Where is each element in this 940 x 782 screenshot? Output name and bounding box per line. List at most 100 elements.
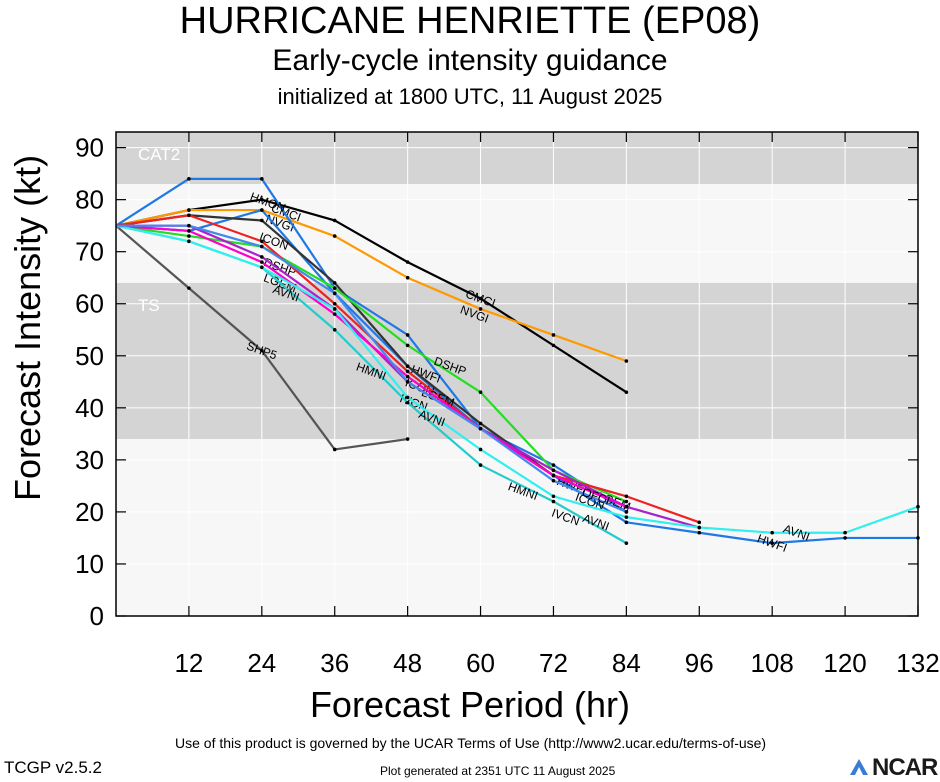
series-point-hwfi — [843, 536, 847, 540]
y-tick-label: 40 — [75, 393, 104, 423]
series-point-cmci — [405, 260, 410, 264]
series-point-nvgi — [478, 307, 483, 311]
series-point-avni — [187, 239, 191, 244]
series-point-hmon — [405, 333, 410, 337]
y-tick-label: 20 — [75, 497, 104, 527]
x-tick-label: 132 — [896, 648, 939, 678]
series-point-spc3 — [551, 473, 556, 478]
series-point-hmon — [551, 463, 556, 467]
series-point-avni — [478, 447, 483, 452]
band-below-ts — [116, 439, 918, 616]
series-point-ofci — [405, 380, 410, 384]
series-point-hwfi — [770, 541, 774, 545]
series-point-hmni — [551, 499, 556, 504]
series-line-spc3 — [115, 224, 627, 508]
x-tick-label: 84 — [612, 648, 641, 678]
series-point-nvgi — [551, 333, 556, 337]
series-point-lgem — [624, 494, 629, 499]
series-point-ofci — [332, 291, 337, 296]
series-point-icon — [260, 218, 264, 223]
band-cat2 — [116, 132, 918, 185]
series-point-hmon — [260, 177, 264, 181]
series-point-dshp — [332, 286, 337, 290]
series-point-icon — [478, 421, 483, 426]
series-point-ofci — [551, 478, 556, 483]
series-point-avni — [843, 530, 847, 535]
series-point-cmci — [551, 343, 556, 348]
series-line-hmon — [115, 177, 627, 513]
terms-of-use-note: Use of this product is governed by the U… — [175, 735, 767, 751]
x-tick-label: 72 — [539, 648, 568, 678]
series-point-cmci — [478, 296, 483, 301]
series-point-dshp — [478, 390, 483, 395]
series-point-spc3 — [187, 229, 191, 233]
generated-timestamp: Plot generated at 2351 UTC 11 August 202… — [380, 764, 616, 778]
y-tick-label: 80 — [75, 185, 104, 215]
series-point-spc3 — [332, 312, 337, 316]
series-line-nvgi — [115, 208, 627, 363]
y-tick-label: 0 — [90, 601, 104, 631]
x-axis-label: Forecast Period (hr) — [309, 684, 631, 725]
x-tick-label: 48 — [393, 648, 422, 678]
series-point-avni — [697, 525, 702, 530]
series-point-hwfi — [697, 530, 702, 535]
version-label: TCGP v2.5.2 — [4, 758, 102, 777]
series-point-ivcn — [260, 255, 264, 259]
series-point-nvgi — [187, 208, 191, 212]
series-point-spc3 — [260, 260, 264, 264]
chart-subtitle: Early-cycle intensity guidance — [272, 44, 668, 77]
band-cat1 — [116, 184, 918, 283]
series-point-avni — [260, 265, 264, 270]
series-point-avni — [332, 307, 337, 311]
series-point-hwfi — [624, 520, 629, 525]
band-label-ts: TS — [138, 296, 160, 315]
chart-title: HURRICANE HENRIETTE (EP08) — [179, 0, 761, 42]
x-tick-label: 60 — [466, 648, 495, 678]
series-point-icon — [405, 364, 410, 368]
series-point-avni — [405, 395, 410, 400]
ncar-logo-mark-icon — [850, 759, 868, 775]
series-point-hmon — [187, 177, 191, 181]
series-point-lgem — [260, 239, 264, 244]
series-point-hmni — [405, 400, 410, 405]
series-point-dshp — [405, 343, 410, 348]
chart-initialized-time: initialized at 1800 UTC, 11 August 2025 — [277, 84, 663, 109]
y-tick-label: 90 — [75, 133, 104, 163]
series-point-hmni — [624, 541, 629, 545]
series-point-dshp — [187, 234, 191, 238]
x-tick-label: 12 — [174, 648, 203, 678]
x-tick-label: 108 — [750, 648, 793, 678]
y-axis-label: Forecast Intensity (kt) — [7, 154, 48, 501]
series-point-shp5 — [187, 286, 191, 290]
band-label-cat2: CAT2 — [138, 145, 180, 164]
series-point-lgem — [405, 369, 410, 374]
series-point-nvgi — [405, 275, 410, 280]
series-point-ivcn — [551, 468, 556, 473]
ncar-logo: NCAR — [848, 754, 940, 781]
y-tick-label: 50 — [75, 341, 104, 371]
x-tick-label: 96 — [685, 648, 714, 678]
series-point-shp5 — [260, 348, 264, 353]
series-point-ofci — [624, 510, 629, 514]
x-tick-label: 24 — [247, 648, 276, 678]
y-tick-label: 60 — [75, 289, 104, 319]
series-point-avni — [770, 530, 774, 535]
series-point-lgem — [187, 213, 191, 218]
series-point-avni — [551, 494, 556, 499]
series-line-cmci — [115, 198, 627, 394]
series-line-avni — [115, 224, 919, 534]
series-point-hmni — [332, 327, 337, 332]
series-point-cmci — [260, 197, 264, 202]
series-point-dshp — [624, 499, 629, 504]
series-point-hmni — [478, 463, 483, 467]
band-ts — [116, 282, 918, 440]
plot-frame — [115, 131, 919, 617]
ncar-logo-text: NCAR — [872, 754, 938, 781]
series-point-shp5 — [332, 447, 337, 452]
series-point-cmci — [624, 390, 629, 395]
series-point-shp5 — [405, 437, 410, 441]
y-tick-label: 30 — [75, 445, 104, 475]
series-point-nvgi — [624, 359, 629, 363]
series-line-ofci — [116, 224, 627, 513]
